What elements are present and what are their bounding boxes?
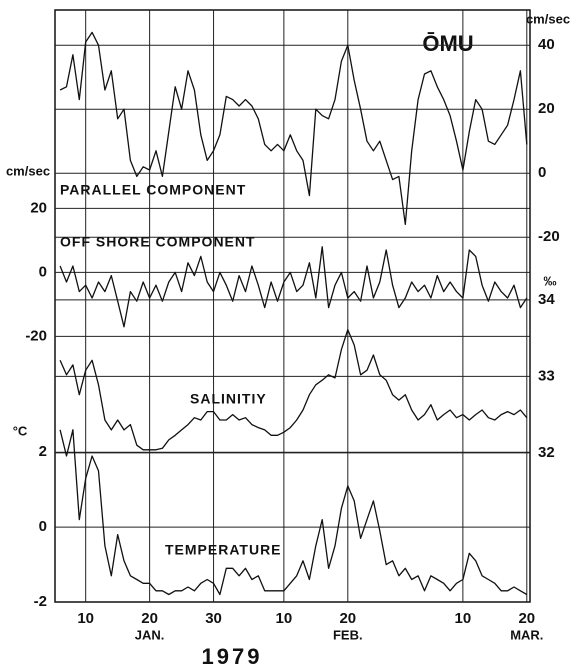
y-tick-label: 0 [39, 263, 47, 280]
series-label: SALINITIY [190, 391, 267, 407]
series-label: PARALLEL COMPONENT [60, 182, 246, 198]
x-tick-label: 20 [518, 610, 535, 627]
y-tick-label: 20 [30, 199, 47, 216]
y-tick-label: -20 [25, 327, 47, 344]
chart-title: ŌMU [422, 31, 473, 56]
year-label: 1979 [202, 644, 263, 668]
series-line [59, 31, 528, 226]
x-tick-label: 30 [205, 610, 222, 627]
series-label: TEMPERATURE [165, 542, 282, 558]
axis-unit: °C [13, 423, 28, 438]
month-label: JAN. [135, 627, 165, 642]
axis-unit: cm/sec [6, 163, 50, 178]
plot-frame [54, 9, 531, 603]
series-label: OFF SHORE COMPONENT [60, 234, 256, 250]
y-tick-label: 0 [39, 518, 47, 535]
series-line [59, 429, 528, 596]
month-label: MAR. [510, 627, 543, 642]
x-tick-label: 20 [339, 610, 356, 627]
month-label: FEB. [333, 627, 363, 642]
axis-unit: cm/sec [526, 11, 570, 26]
axis-unit: ‰ [544, 273, 557, 288]
y-tick-label: -20 [538, 228, 560, 245]
x-tick-label: 10 [77, 610, 94, 627]
y-tick-label: 0 [538, 164, 546, 181]
y-tick-label: 33 [538, 367, 555, 384]
series-line [59, 246, 528, 328]
series-line [59, 329, 528, 451]
x-tick-label: 10 [276, 610, 293, 627]
y-tick-label: 32 [538, 444, 555, 461]
y-tick-label: 2 [39, 443, 47, 460]
x-tick-label: 10 [455, 610, 472, 627]
x-tick-label: 20 [141, 610, 158, 627]
y-tick-label: 20 [538, 100, 555, 117]
y-tick-label: -2 [34, 593, 47, 610]
y-tick-label: 34 [538, 291, 555, 308]
y-tick-label: 40 [538, 36, 555, 53]
